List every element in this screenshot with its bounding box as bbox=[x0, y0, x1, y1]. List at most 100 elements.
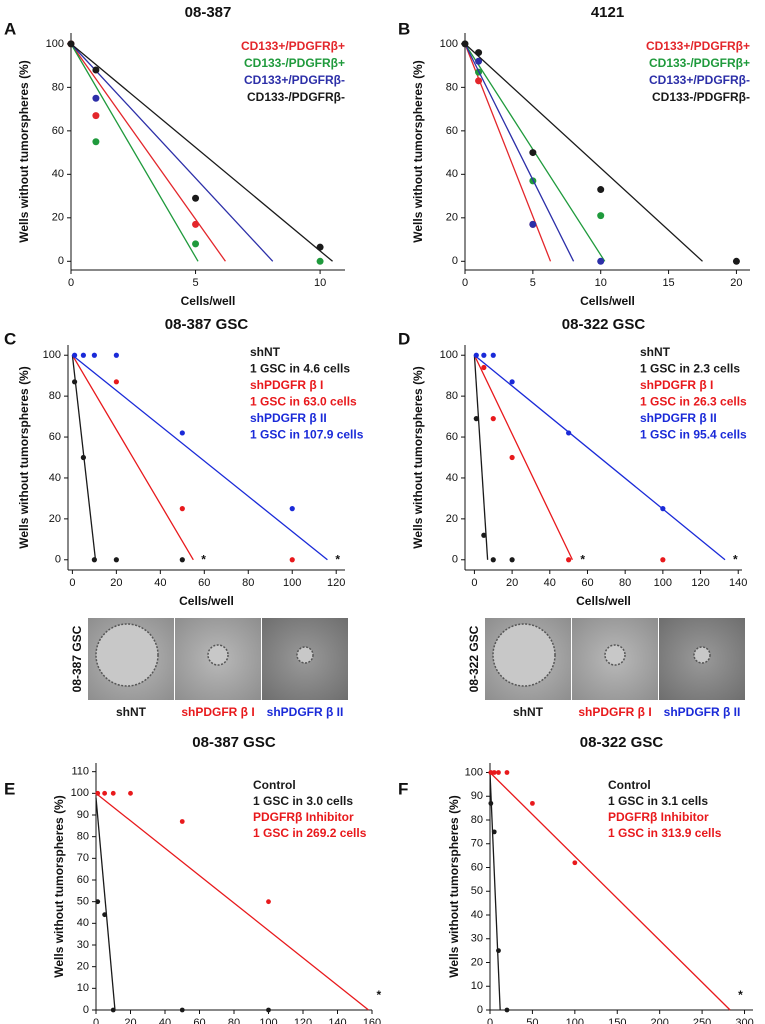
legend-label: CD133-/PDGFRβ+ bbox=[244, 56, 345, 70]
data-point bbox=[475, 49, 483, 57]
data-point bbox=[473, 416, 479, 422]
fit-line bbox=[464, 43, 703, 262]
x-tick-label: 40 bbox=[159, 1017, 171, 1024]
data-point bbox=[192, 194, 200, 202]
legend-label: shNT bbox=[250, 345, 281, 359]
legend-label: CD133+/PDGFRβ- bbox=[244, 73, 345, 87]
y-tick-label: 60 bbox=[77, 874, 89, 886]
legend-efficiency: 1 GSC in 107.9 cells bbox=[250, 428, 364, 442]
tumorsphere bbox=[492, 623, 556, 687]
data-point bbox=[566, 430, 572, 436]
data-point bbox=[71, 379, 78, 385]
x-tick-label: 120 bbox=[327, 577, 345, 589]
image-caption: shPDGFR β II bbox=[664, 705, 741, 719]
tumorsphere bbox=[693, 646, 711, 664]
panel-letter: F bbox=[398, 779, 408, 798]
data-point bbox=[461, 40, 469, 48]
fit-line bbox=[95, 797, 116, 1011]
data-point bbox=[113, 352, 119, 358]
chart-title: 08-387 bbox=[185, 4, 232, 21]
data-point bbox=[179, 819, 185, 824]
legend-label: PDGFRβ Inhibitor bbox=[608, 810, 709, 824]
legend-label: CD133-/PDGFRβ+ bbox=[649, 56, 750, 70]
image-caption: shPDGFR β I bbox=[578, 705, 651, 719]
y-tick-label: 50 bbox=[471, 885, 483, 897]
legend-label: shPDGFR β I bbox=[640, 378, 713, 392]
data-point bbox=[572, 860, 578, 866]
tumorsphere bbox=[207, 644, 229, 666]
panel: D 08-322 GSC 0 20 40 60 80 100 120 140 0 20 40 60 80 10… bbox=[398, 316, 747, 719]
data-point bbox=[732, 257, 740, 265]
x-tick-label: 100 bbox=[259, 1017, 277, 1024]
image-row-label: 08-387 GSC bbox=[70, 625, 84, 692]
x-tick-label: 100 bbox=[566, 1017, 584, 1024]
panel-letter: A bbox=[4, 19, 16, 38]
data-point bbox=[179, 1007, 185, 1013]
data-point bbox=[488, 800, 494, 806]
tumorsphere bbox=[95, 623, 159, 687]
data-point bbox=[110, 790, 116, 796]
significance-note: * bbox=[377, 988, 382, 1002]
fit-line bbox=[464, 43, 552, 262]
data-point bbox=[473, 352, 479, 358]
legend-label: CD133-/PDGFRβ- bbox=[652, 90, 750, 104]
data-point bbox=[491, 770, 497, 775]
data-point bbox=[113, 557, 119, 563]
legend-label: CD133-/PDGFRβ- bbox=[247, 90, 345, 104]
fit-line bbox=[71, 354, 328, 561]
legend-label: shNT bbox=[640, 345, 671, 359]
y-tick-label: 100 bbox=[43, 349, 61, 361]
y-tick-label: 20 bbox=[446, 212, 458, 224]
chart-title: 4121 bbox=[591, 4, 624, 21]
x-tick-label: 15 bbox=[662, 277, 674, 289]
panel-letter: D bbox=[398, 329, 410, 348]
x-tick-label: 0 bbox=[471, 577, 477, 589]
y-tick-label: 20 bbox=[471, 956, 483, 968]
panel: F 08-322 GSC 0 50 100 150 200 250 300 0 10 20 30 40 50… bbox=[398, 734, 754, 1024]
x-axis-label: Cells/well bbox=[179, 594, 234, 608]
data-point bbox=[529, 149, 537, 157]
y-axis-label: Wells without tumorspheres (%) bbox=[447, 795, 461, 977]
data-point bbox=[529, 220, 537, 228]
legend-efficiency: 1 GSC in 26.3 cells bbox=[640, 395, 747, 409]
y-tick-label: 90 bbox=[77, 809, 89, 821]
y-tick-label: 110 bbox=[71, 766, 89, 778]
y-tick-label: 40 bbox=[471, 909, 483, 921]
y-tick-label: 0 bbox=[477, 1004, 483, 1016]
data-point bbox=[597, 186, 605, 194]
data-point bbox=[92, 66, 100, 74]
y-tick-label: 100 bbox=[465, 766, 483, 778]
y-tick-label: 80 bbox=[52, 81, 64, 93]
panel: B 4121 0 5 10 15 20 0 20 40 60 80 100 Cells/well Wells… bbox=[398, 4, 750, 308]
data-point bbox=[80, 454, 86, 461]
data-point bbox=[504, 1007, 510, 1013]
image-caption: shPDGFR β I bbox=[181, 705, 254, 719]
panel: E 08-387 GSC 0 20 40 60 80 100 120 140 160 0 10 20 30 4… bbox=[4, 734, 382, 1024]
y-tick-label: 70 bbox=[77, 852, 89, 864]
data-point bbox=[92, 94, 100, 102]
y-tick-label: 60 bbox=[446, 431, 458, 443]
panel-letter: C bbox=[4, 329, 16, 348]
data-point bbox=[91, 557, 97, 563]
x-tick-label: 20 bbox=[730, 277, 742, 289]
data-point bbox=[496, 948, 501, 954]
y-tick-label: 30 bbox=[471, 933, 483, 945]
significance-note: * bbox=[733, 552, 738, 566]
image-caption: shPDGFR β II bbox=[267, 705, 344, 719]
data-point bbox=[490, 416, 496, 422]
data-point bbox=[80, 352, 86, 358]
x-tick-label: 140 bbox=[328, 1017, 346, 1024]
data-point bbox=[509, 557, 515, 563]
data-point bbox=[509, 454, 515, 461]
legend-label: shPDGFR β I bbox=[250, 378, 323, 392]
significance-note: * bbox=[738, 988, 743, 1002]
x-tick-label: 60 bbox=[193, 1017, 205, 1024]
image-caption: shNT bbox=[513, 705, 544, 719]
data-point bbox=[92, 138, 100, 146]
y-tick-label: 0 bbox=[83, 1004, 89, 1016]
data-point bbox=[91, 352, 97, 358]
data-point bbox=[102, 912, 108, 918]
tumorsphere bbox=[604, 644, 626, 666]
x-tick-label: 10 bbox=[314, 277, 326, 289]
